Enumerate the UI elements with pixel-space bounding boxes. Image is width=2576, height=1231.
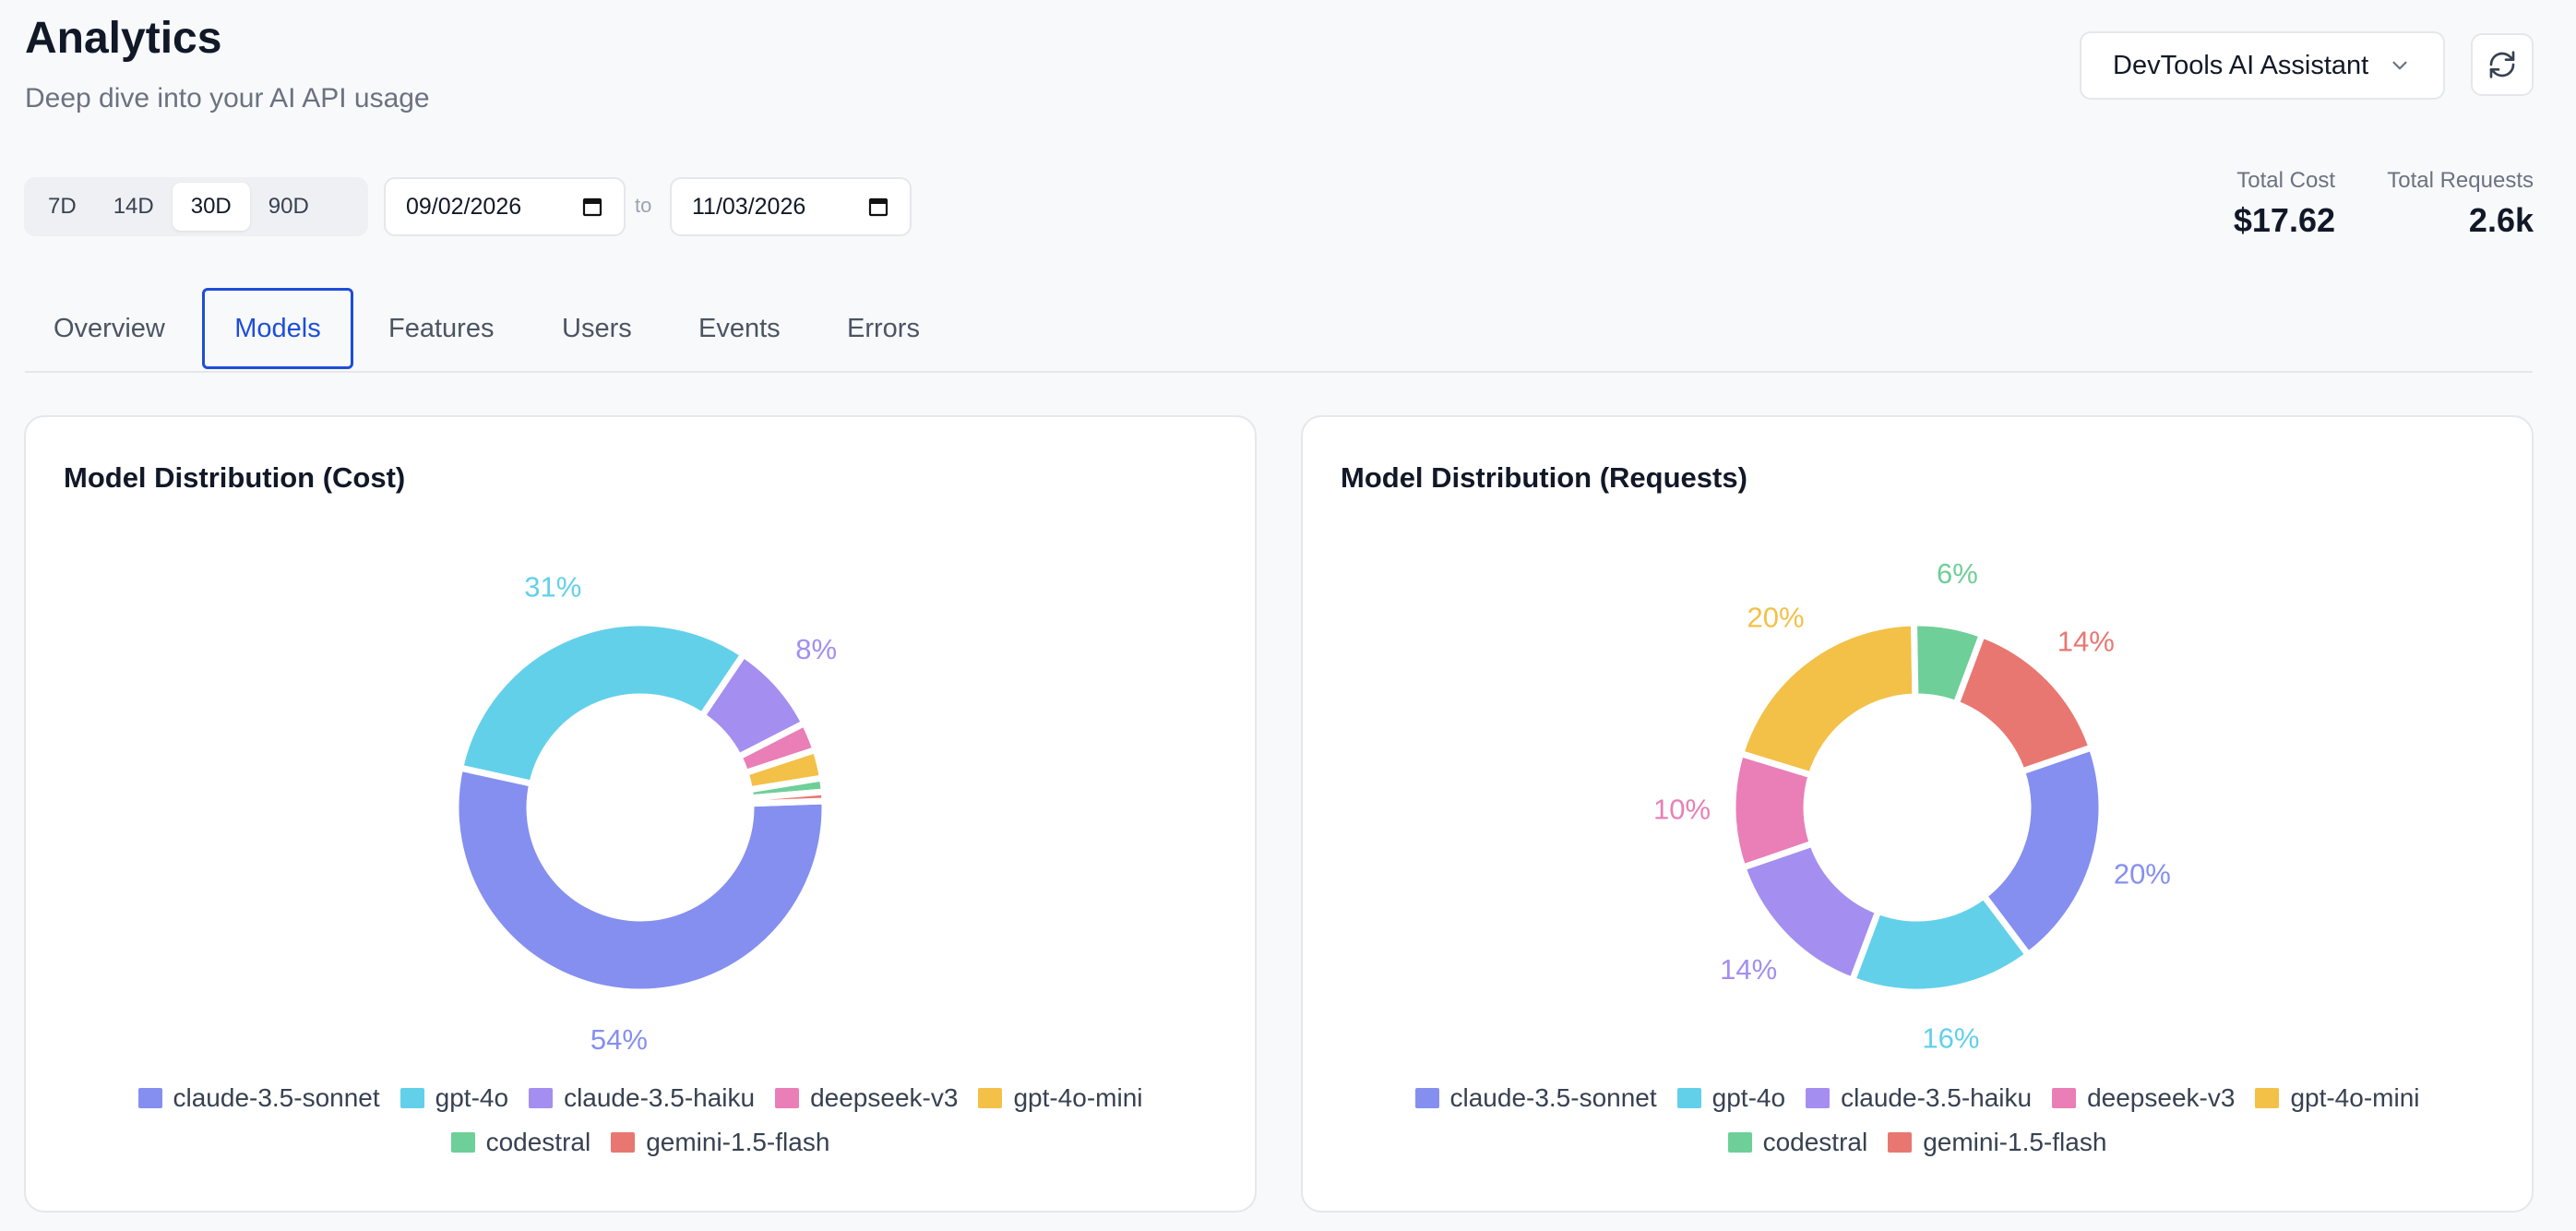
slice-gemini-1-5-flash[interactable] — [747, 788, 829, 807]
tab-features[interactable]: Features — [388, 313, 495, 343]
range-7d-button[interactable]: 7D — [48, 194, 77, 219]
slice-gpt-4o-mini[interactable] — [1737, 619, 1919, 779]
legend-item-deepseek-v3[interactable]: deepseek-v3 — [2052, 1083, 2235, 1113]
legend-label: gpt-4o-mini — [1013, 1083, 1143, 1112]
legend-swatch — [2052, 1088, 2077, 1108]
cost-distribution-card: Model Distribution (Cost) 54% 31% 8% claud… — [24, 415, 1257, 1213]
legend-label: gpt-4o — [435, 1083, 509, 1112]
legend-label: claude-3.5-sonnet — [173, 1083, 380, 1112]
slice-gpt-4o[interactable] — [457, 619, 747, 787]
legend-label: codestral — [485, 1128, 591, 1156]
tab-events[interactable]: Events — [698, 313, 781, 343]
refresh-button[interactable] — [2471, 33, 2534, 96]
legend-label: claude-3.5-haiku — [564, 1083, 756, 1112]
slice-gemini-1-5-flash[interactable] — [1952, 631, 2095, 775]
range-14d-button[interactable]: 14D — [113, 194, 154, 219]
legend-swatch — [2255, 1088, 2280, 1108]
project-select-value: DevTools AI Assistant — [2113, 50, 2369, 80]
date-range-separator: to — [635, 194, 652, 217]
slice-label-gpt-4o: 31% — [524, 570, 581, 603]
legend-label: codestral — [1762, 1128, 1868, 1156]
legend-swatch — [1806, 1088, 1831, 1108]
legend-label: deepseek-v3 — [2087, 1083, 2236, 1112]
legend-swatch — [775, 1088, 800, 1108]
end-date-value: 11/03/2026 — [692, 193, 806, 220]
tab-bar: Overview Models Features Users Events Er… — [25, 288, 2533, 373]
requests-donut-chart: 20% 16% 14% 10% 20% 6% 14% — [1653, 557, 2171, 1055]
slice-label-deepseek-v3: 10% — [1653, 794, 1711, 826]
start-date-input[interactable]: 09/02/2026 — [384, 177, 626, 236]
refresh-icon — [2489, 51, 2515, 78]
legend-label: gemini-1.5-flash — [1923, 1128, 2107, 1156]
legend-label: deepseek-v3 — [810, 1083, 959, 1112]
cost-donut-chart: 54% 31% 8% — [452, 570, 837, 1056]
slice-claude-3-5-sonnet[interactable] — [1980, 744, 2105, 959]
slice-label-claude-3-5-haiku: 8% — [795, 633, 837, 665]
slice-claude-3-5-sonnet[interactable] — [452, 764, 829, 996]
page-subtitle: Deep dive into your AI API usage — [25, 83, 430, 114]
tab-users[interactable]: Users — [562, 313, 632, 343]
legend-item-codestral[interactable]: codestral — [1727, 1128, 1868, 1157]
legend-item-claude-3-5-haiku[interactable]: claude-3.5-haiku — [1806, 1083, 2032, 1113]
project-select[interactable]: DevTools AI Assistant — [2080, 31, 2445, 100]
calendar-icon — [868, 197, 888, 217]
legend-item-gemini-1-5-flash[interactable]: gemini-1.5-flash — [1888, 1128, 2106, 1157]
tab-errors[interactable]: Errors — [847, 313, 920, 343]
legend-item-gemini-1-5-flash[interactable]: gemini-1.5-flash — [611, 1128, 829, 1157]
total-requests-value: 2.6k — [2468, 201, 2534, 239]
legend-label: gpt-4o-mini — [2290, 1083, 2420, 1112]
cost-chart-title: Model Distribution (Cost) — [64, 461, 406, 494]
slice-label-gpt-4o: 16% — [1922, 1022, 1979, 1055]
total-cost-stat: Total Cost $17.62 — [2234, 168, 2335, 240]
requests-distribution-card: Model Distribution (Requests) 20% 16% 14% 1… — [1301, 415, 2534, 1213]
slice-label-codestral: 6% — [1937, 557, 1978, 590]
end-date-input[interactable]: 11/03/2026 — [670, 177, 912, 236]
start-date-value: 09/02/2026 — [406, 193, 522, 220]
legend-swatch — [611, 1132, 636, 1153]
legend-swatch — [1676, 1088, 1701, 1108]
legend-item-claude-3-5-haiku[interactable]: claude-3.5-haiku — [529, 1083, 755, 1113]
slice-label-gemini-1-5-flash: 14% — [2057, 625, 2115, 657]
legend-swatch — [529, 1088, 554, 1108]
legend-item-claude-3-5-sonnet[interactable]: claude-3.5-sonnet — [137, 1083, 380, 1113]
legend-label: gemini-1.5-flash — [646, 1128, 830, 1156]
legend-swatch — [1888, 1132, 1913, 1153]
legend-label: gpt-4o — [1711, 1083, 1786, 1112]
requests-chart-title: Model Distribution (Requests) — [1341, 461, 1747, 494]
requests-chart-legend: claude-3.5-sonnet gpt-4o claude-3.5-haiku d… — [1303, 1076, 2532, 1165]
legend-label: claude-3.5-sonnet — [1449, 1083, 1657, 1112]
chevron-down-icon — [2392, 61, 2407, 70]
range-90d-button[interactable]: 90D — [268, 194, 309, 219]
legend-swatch — [978, 1088, 1003, 1108]
legend-label: claude-3.5-haiku — [1841, 1083, 2033, 1112]
total-cost-label: Total Cost — [2236, 168, 2335, 193]
date-range-toggle: 7D 14D 30D 90D — [24, 177, 368, 236]
legend-item-gpt-4o[interactable]: gpt-4o — [1676, 1083, 1786, 1113]
legend-item-claude-3-5-sonnet[interactable]: claude-3.5-sonnet — [1414, 1083, 1657, 1113]
legend-item-deepseek-v3[interactable]: deepseek-v3 — [775, 1083, 958, 1113]
total-requests-label: Total Requests — [2387, 168, 2534, 193]
slice-label-claude-3-5-sonnet: 54% — [590, 1023, 648, 1056]
slice-label-gpt-4o-mini: 20% — [1747, 602, 1805, 634]
legend-swatch — [137, 1088, 162, 1108]
legend-item-codestral[interactable]: codestral — [450, 1128, 591, 1157]
legend-swatch — [1414, 1088, 1439, 1108]
legend-item-gpt-4o-mini[interactable]: gpt-4o-mini — [978, 1083, 1143, 1113]
calendar-icon — [582, 197, 602, 217]
total-cost-value: $17.62 — [2233, 201, 2335, 239]
range-30d-button[interactable]: 30D — [172, 183, 250, 231]
tab-overview[interactable]: Overview — [54, 313, 165, 343]
legend-swatch — [400, 1088, 424, 1108]
slice-label-claude-3-5-haiku: 14% — [1720, 953, 1777, 986]
page-title: Analytics — [25, 14, 222, 63]
cost-chart-legend: claude-3.5-sonnet gpt-4o claude-3.5-haiku d… — [26, 1076, 1255, 1165]
total-requests-stat: Total Requests 2.6k — [2387, 168, 2534, 240]
legend-item-gpt-4o-mini[interactable]: gpt-4o-mini — [2255, 1083, 2420, 1113]
slice-label-claude-3-5-sonnet: 20% — [2114, 858, 2171, 890]
tab-models[interactable]: Models — [202, 288, 353, 369]
legend-item-gpt-4o[interactable]: gpt-4o — [400, 1083, 508, 1113]
legend-swatch — [450, 1132, 475, 1153]
legend-swatch — [1727, 1132, 1752, 1153]
